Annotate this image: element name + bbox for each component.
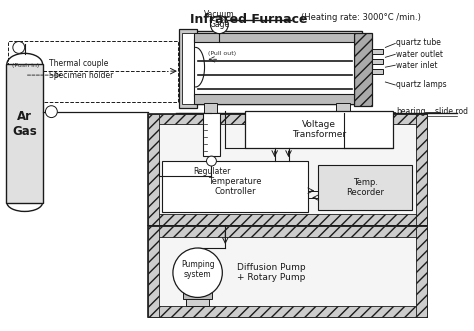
Bar: [186, 291, 210, 306]
Bar: [148, 226, 427, 237]
Bar: [148, 114, 159, 225]
Bar: [194, 32, 354, 42]
Text: quartz lamps: quartz lamps: [396, 80, 447, 89]
Circle shape: [13, 41, 25, 53]
Text: Ar
Gas: Ar Gas: [12, 110, 37, 137]
Bar: [372, 69, 383, 74]
Bar: [372, 49, 383, 54]
Bar: [416, 226, 427, 317]
Text: Regulater: Regulater: [193, 167, 230, 176]
Bar: [10, 68, 22, 74]
Bar: [194, 94, 354, 104]
Bar: [148, 214, 427, 225]
Text: (Heating rate: 3000°C /min.): (Heating rate: 3000°C /min.): [301, 13, 421, 22]
Bar: [194, 38, 354, 96]
Text: water inlet: water inlet: [396, 61, 438, 70]
Bar: [162, 161, 308, 213]
Bar: [8, 40, 178, 102]
Text: Pumping
system: Pumping system: [181, 260, 214, 279]
Text: Temp.
Recorder: Temp. Recorder: [346, 178, 384, 197]
Bar: [148, 226, 159, 317]
Bar: [245, 111, 393, 148]
Circle shape: [46, 106, 57, 118]
Circle shape: [173, 248, 222, 298]
Text: (Pull out): (Pull out): [208, 51, 236, 56]
Circle shape: [210, 16, 228, 33]
Text: Diffusion Pump
+ Rotary Pump: Diffusion Pump + Rotary Pump: [237, 263, 306, 282]
Bar: [372, 59, 383, 64]
Bar: [203, 103, 218, 113]
Bar: [148, 306, 427, 317]
Text: Thermal couple: Thermal couple: [49, 59, 109, 68]
Bar: [416, 114, 427, 225]
Text: quartz tube: quartz tube: [396, 38, 441, 47]
Text: water outlet: water outlet: [396, 50, 443, 59]
Bar: [318, 165, 412, 211]
Bar: [148, 114, 427, 124]
Text: Infrared Furnace: Infrared Furnace: [190, 13, 308, 26]
Bar: [350, 111, 370, 118]
Bar: [179, 29, 197, 108]
Text: Temperature
Controller: Temperature Controller: [209, 177, 262, 196]
Bar: [183, 290, 212, 299]
Bar: [182, 32, 194, 104]
Text: slide rod: slide rod: [435, 107, 468, 116]
Text: (Push in): (Push in): [12, 63, 39, 68]
Text: Voltage
Transformer: Voltage Transformer: [292, 120, 346, 139]
Bar: [336, 103, 350, 113]
Text: bearing: bearing: [396, 107, 426, 116]
Bar: [148, 226, 427, 317]
Bar: [354, 32, 372, 106]
Bar: [148, 114, 427, 225]
Bar: [202, 113, 220, 156]
Bar: [194, 31, 362, 104]
Text: Vacuum
Gage: Vacuum Gage: [204, 10, 235, 29]
Bar: [6, 64, 44, 203]
Circle shape: [207, 156, 217, 166]
Text: Specimen holder: Specimen holder: [49, 71, 114, 79]
